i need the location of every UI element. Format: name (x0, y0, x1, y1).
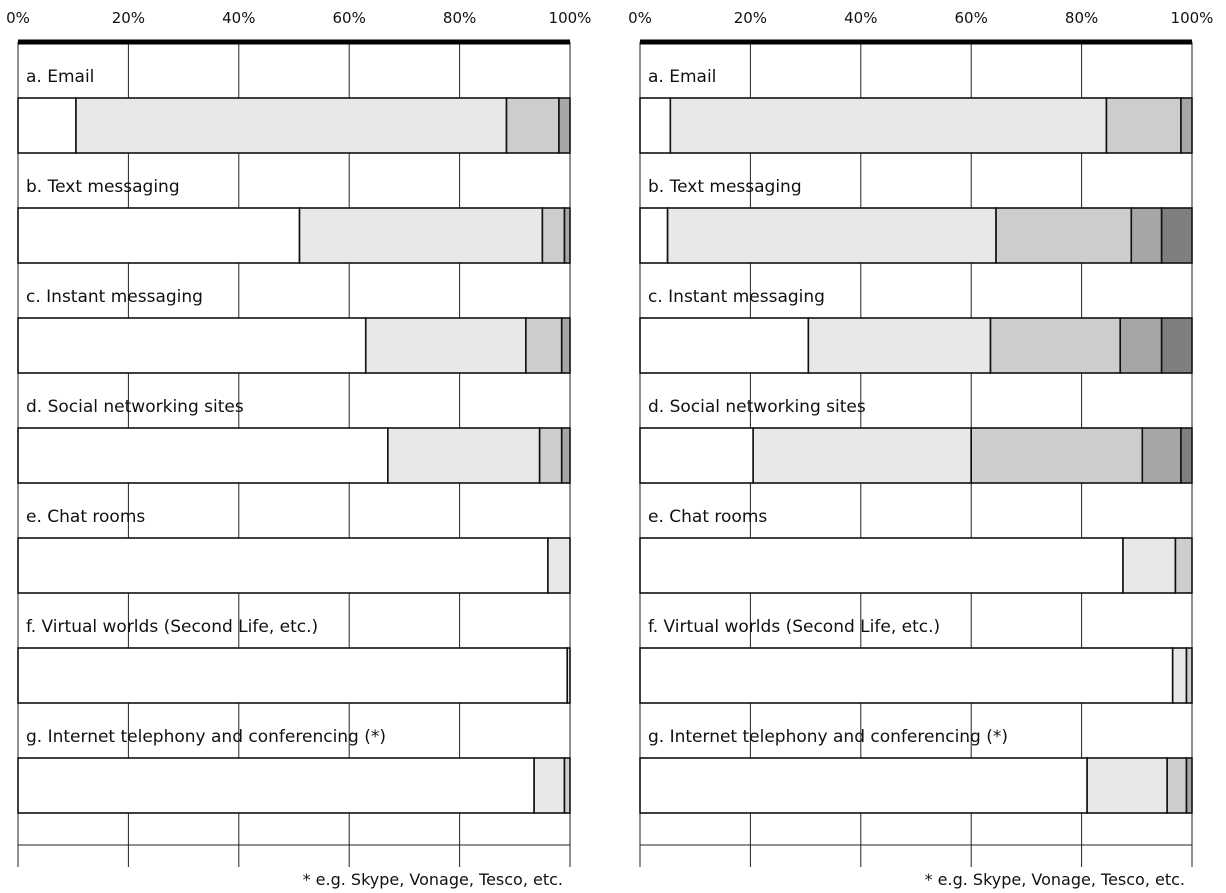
x-tick-label: 100% (1171, 9, 1214, 27)
chart-panel-right: 0% 20% 40% 60% 80% 100% a. Email b. Text messag… (628, 9, 1213, 889)
bar-segment (639, 97, 672, 154)
bar-segment (525, 317, 563, 374)
bar-segment (666, 207, 997, 264)
bar-segment (970, 427, 1144, 484)
bar-segment (1086, 757, 1168, 814)
bar-segment (17, 427, 389, 484)
x-tick-label: 60% (955, 9, 988, 27)
bar-segment (560, 317, 571, 374)
bar-segment (1171, 647, 1188, 704)
bar-segment (1130, 207, 1163, 264)
bar-segment (1160, 207, 1193, 264)
bar-segment (563, 207, 571, 264)
bar-segment (560, 427, 571, 484)
footnote: * e.g. Skype, Vonage, Tesco, etc. (925, 870, 1185, 889)
bar-segment (1180, 427, 1193, 484)
x-tick-label: 0% (6, 9, 30, 27)
bar-segment (1119, 317, 1163, 374)
bar-segment (639, 317, 810, 374)
bar-segment (1160, 317, 1193, 374)
bar-segment (1122, 537, 1177, 594)
x-tick-label: 20% (734, 9, 767, 27)
category-label: e. Chat rooms (26, 507, 145, 527)
bar-segment (1174, 537, 1193, 594)
bar-segment (995, 207, 1133, 264)
bar-segment (1185, 647, 1193, 704)
chart-panel-left: 0% 20% 40% 60% 80% 100% a. Email b. Text messag… (6, 9, 591, 889)
bar-segment (669, 97, 1108, 154)
bar-segment (17, 647, 569, 704)
bar-segment (1180, 97, 1193, 154)
x-tick-label: 40% (844, 9, 877, 27)
bar-segment (807, 317, 992, 374)
bar-segment (639, 207, 669, 264)
bar-segment (563, 757, 571, 814)
bar-segment (541, 207, 566, 264)
bar-segment (17, 317, 367, 374)
bar-segment (1166, 757, 1188, 814)
category-label: a. Email (26, 67, 94, 87)
category-label: b. Text messaging (26, 177, 180, 197)
bar-segment (639, 757, 1088, 814)
bar-segment (387, 427, 541, 484)
category-label: c. Instant messaging (648, 287, 825, 307)
category-label: a. Email (648, 67, 716, 87)
bar-segment (505, 97, 560, 154)
category-label: f. Virtual worlds (Second Life, etc.) (648, 617, 940, 637)
bar-segment (639, 647, 1174, 704)
category-label: g. Internet telephony and conferencing (… (648, 727, 1008, 747)
category-label: b. Text messaging (648, 177, 802, 197)
category-label: c. Instant messaging (26, 287, 203, 307)
bar-segment (538, 427, 563, 484)
bar-segment (639, 537, 1124, 594)
bar-segment (17, 207, 301, 264)
x-tick-label: 80% (443, 9, 476, 27)
bar-segment (752, 427, 972, 484)
bar-segment (1105, 97, 1182, 154)
bar-segment (547, 537, 571, 594)
bar-segment (989, 317, 1122, 374)
category-label: f. Virtual worlds (Second Life, etc.) (26, 617, 318, 637)
bar-segment (364, 317, 527, 374)
bar-segment (17, 97, 77, 154)
x-tick-label: 80% (1065, 9, 1098, 27)
bar-segment (17, 537, 549, 594)
category-label: e. Chat rooms (648, 507, 767, 527)
bar-segment (75, 97, 508, 154)
x-tick-label: 20% (112, 9, 145, 27)
bar-segment (558, 97, 571, 154)
bar-segment (17, 757, 535, 814)
x-tick-label: 0% (628, 9, 652, 27)
bar-segment (1185, 757, 1193, 814)
x-tick-label: 40% (222, 9, 255, 27)
footnote: * e.g. Skype, Vonage, Tesco, etc. (303, 870, 563, 889)
category-label: d. Social networking sites (648, 397, 866, 417)
bar-segment (533, 757, 566, 814)
bar-segment (1141, 427, 1182, 484)
bar-segment (298, 207, 544, 264)
x-tick-label: 60% (333, 9, 366, 27)
category-label: g. Internet telephony and conferencing (… (26, 727, 386, 747)
x-tick-label: 100% (549, 9, 592, 27)
bar-segment (639, 427, 754, 484)
bar-segment (566, 647, 571, 704)
category-label: d. Social networking sites (26, 397, 244, 417)
